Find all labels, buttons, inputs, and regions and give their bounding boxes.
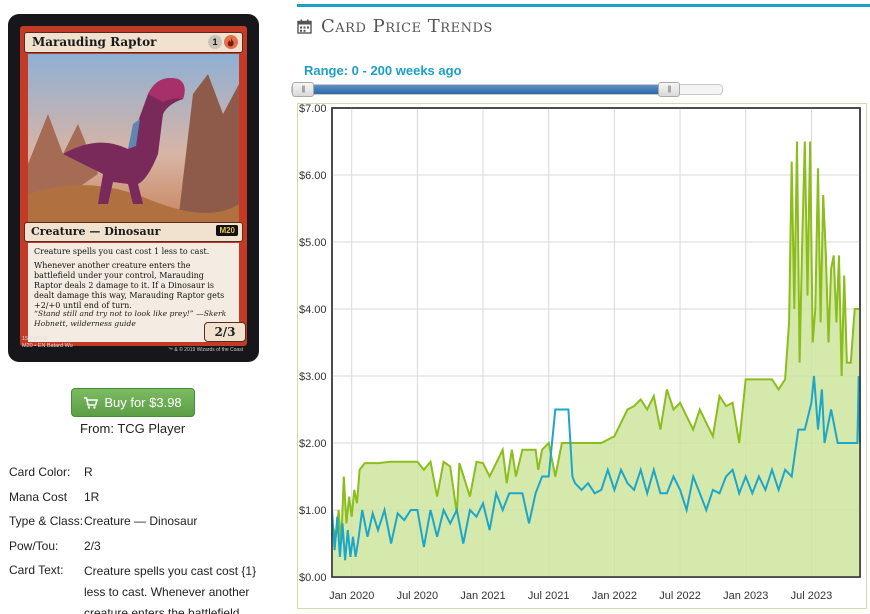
detail-value: Creature — Dinosaur — [84, 514, 198, 528]
detail-value: 1R — [84, 489, 100, 504]
card-details: Card Color: R Mana Cost 1R Type & Class:… — [9, 463, 269, 614]
artist-name: Batard Wu — [46, 343, 73, 349]
card-collector-info: 150/280 R M20 • EN Batard Wu — [22, 336, 73, 350]
series-line-paper — [331, 141, 860, 544]
detail-label: Card Text: — [9, 563, 64, 577]
x-tick-label: Jul 2021 — [528, 590, 570, 602]
detail-value: Creature spells you cast cost {1} less t… — [84, 564, 257, 614]
range-slider-max-handle[interactable]: ||| — [658, 82, 680, 97]
y-tick-label: $1.00 — [299, 505, 327, 517]
detail-row-type: Type & Class: Creature — Dinosaur — [9, 512, 269, 537]
section-title: Card Price Trends — [321, 16, 493, 37]
generic-mana-icon: 1 — [208, 35, 222, 49]
series-area-fill — [332, 141, 860, 577]
detail-label: Card Color: — [9, 465, 71, 479]
y-tick-label: $3.00 — [299, 371, 327, 383]
card-rules-line: Whenever another creature enters the bat… — [34, 261, 225, 310]
detail-value: R — [84, 465, 93, 479]
price-trends-header: Card Price Trends — [297, 16, 493, 37]
x-tick-label: Jan 2023 — [723, 590, 768, 602]
section-divider — [297, 4, 870, 7]
y-tick-label: $4.00 — [299, 304, 327, 316]
range-label: Range: 0 - 200 weeks ago — [304, 63, 462, 78]
collector-number: 150/280 R — [22, 336, 48, 342]
price-chart-svg: $0.00 $1.00 $2.00 $3.00 $4.00 $5.00 $6.00 $7.00… — [297, 103, 867, 609]
range-slider[interactable]: ||| ||| — [291, 82, 723, 97]
x-tick-label: Jan 2021 — [460, 590, 505, 602]
x-tick-label: Jul 2020 — [397, 590, 439, 602]
card-name: Marauding Raptor — [32, 35, 157, 49]
range-slider-fill — [292, 85, 680, 94]
card-art-raptor — [28, 54, 239, 222]
range-slider-min-handle[interactable]: ||| — [292, 82, 314, 97]
card-image: Marauding Raptor 1 Creature — Dinosaur — [8, 14, 259, 362]
detail-label: Pow/Tou: — [9, 538, 59, 553]
red-mana-icon — [224, 35, 238, 49]
detail-row-mana-cost: Mana Cost 1R — [9, 488, 269, 513]
plot-border — [331, 107, 861, 578]
y-tick-label: $0.00 — [299, 572, 327, 584]
x-tick-label: Jan 2020 — [329, 590, 374, 602]
x-tick-label: Jul 2023 — [791, 590, 833, 602]
detail-row-color: Card Color: R — [9, 463, 269, 488]
card-name-bar: Marauding Raptor 1 — [24, 32, 243, 53]
buy-source: From: TCG Player — [80, 421, 186, 436]
x-tick-label: Jan 2022 — [592, 590, 637, 602]
price-chart: $0.00 $1.00 $2.00 $3.00 $4.00 $5.00 $6.00 $7.00… — [297, 103, 867, 609]
calendar-icon — [297, 19, 312, 34]
detail-row-pow-tou: Pow/Tou: 2/3 — [9, 537, 269, 562]
set-line: M20 • EN — [22, 343, 46, 349]
card-text-box: Creature spells you cast cost 1 less to … — [28, 243, 239, 342]
buy-button[interactable]: Buy for $3.98 — [71, 388, 195, 417]
detail-value: 2/3 — [84, 538, 101, 553]
card-type-bar: Creature — Dinosaur M20 — [24, 222, 243, 242]
card-type-line: Creature — Dinosaur — [31, 225, 161, 238]
detail-row-card-text: Card Text: Creature spells you cast cost… — [9, 561, 269, 614]
card-rules-line: Creature spells you cast cost 1 less to … — [34, 247, 210, 256]
detail-label: Type & Class: — [9, 514, 84, 528]
y-tick-label: $2.00 — [299, 438, 327, 450]
card-flavor-text: “Stand still and try not to look like pr… — [34, 309, 227, 328]
x-tick-label: Jul 2022 — [659, 590, 701, 602]
y-tick-label: $7.00 — [299, 103, 327, 115]
set-symbol-icon: M20 — [216, 225, 238, 236]
detail-label: Mana Cost — [9, 489, 68, 504]
card-mana-cost: 1 — [208, 35, 238, 49]
card-copyright: ™ & © 2019 Wizards of the Coast — [168, 347, 244, 353]
y-tick-label: $6.00 — [299, 170, 327, 182]
shopping-cart-icon — [84, 396, 99, 409]
series-line-foil — [331, 375, 861, 561]
card-rules-text: Creature spells you cast cost 1 less to … — [34, 247, 234, 315]
y-tick-label: $5.00 — [299, 237, 327, 249]
buy-button-label: Buy for $3.98 — [104, 395, 182, 410]
card-power-toughness: 2/3 — [204, 322, 246, 342]
